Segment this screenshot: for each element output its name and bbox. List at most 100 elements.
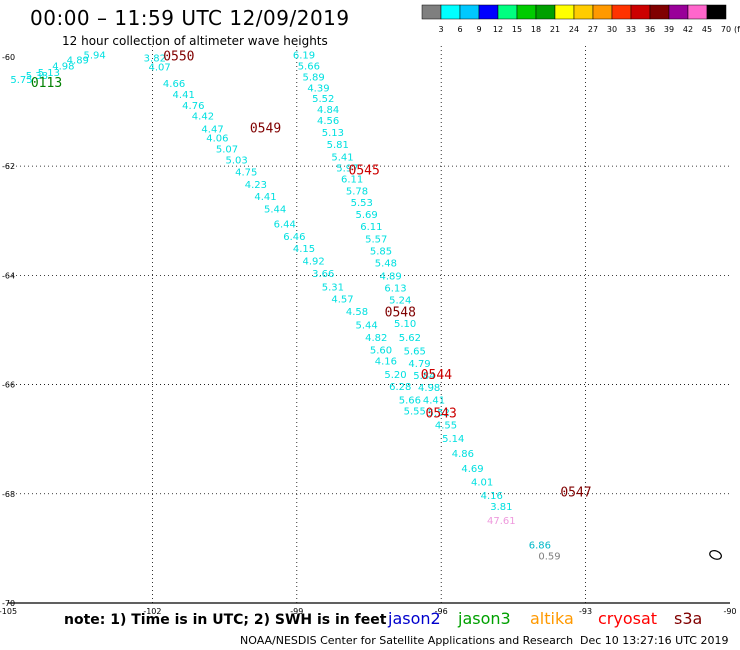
legend-label: 24 xyxy=(569,25,579,34)
wave-height-label: 3.82 xyxy=(144,53,166,64)
wave-height-label: 4.16 xyxy=(481,491,503,502)
wave-height-label: 5.60 xyxy=(370,345,392,356)
wave-height-label: 5.84 xyxy=(413,371,435,382)
wave-height-label: 5.65 xyxy=(404,347,426,358)
wave-height-label: 5.24 xyxy=(389,296,411,307)
legend-label: 9 xyxy=(476,25,481,34)
wave-height-label: 4.07 xyxy=(148,63,170,74)
satellite-cryosat: cryosat xyxy=(598,609,658,628)
satellite-altika: altika xyxy=(530,609,574,628)
wave-height-label: 5.52 xyxy=(312,94,334,105)
wave-height-label: 5.81 xyxy=(327,140,349,151)
wave-height-label: 4.39 xyxy=(307,83,329,94)
wave-height-label: 4.23 xyxy=(245,180,267,191)
y-tick-label: -68 xyxy=(2,490,15,499)
y-tick-label: -60 xyxy=(2,53,15,62)
legend-label: 36 xyxy=(645,25,655,34)
wave-height-label: 4.98 xyxy=(418,383,440,394)
wave-height-label: 5.53 xyxy=(351,198,373,209)
wave-height-label: 5.62 xyxy=(399,333,421,344)
wave-height-label: 3.81 xyxy=(490,502,512,513)
x-tick-label: -90 xyxy=(723,607,736,616)
wave-height-label: 4.16 xyxy=(375,356,397,367)
legend-label: 42 xyxy=(683,25,693,34)
satellite-s3a: s3a xyxy=(674,609,703,628)
wave-height-label: 4.66 xyxy=(163,79,185,90)
wave-height-label: 6.28 xyxy=(389,382,411,393)
wave-height-label: 5.66 xyxy=(399,396,421,407)
legend-label: 12 xyxy=(493,25,503,34)
satellite-jason2: jason2 xyxy=(388,609,441,628)
wave-height-label: 4.84 xyxy=(317,105,339,116)
wave-height-label: 5.69 xyxy=(355,210,377,221)
wave-height-label: 4.41 xyxy=(423,396,445,407)
wave-height-label: 5.13 xyxy=(38,68,60,79)
x-tick-label: -102 xyxy=(143,607,161,616)
wave-height-label: 4.01 xyxy=(471,478,493,489)
legend-label: 18 xyxy=(531,25,541,34)
legend-unit: (ft) xyxy=(734,25,740,34)
wave-height-label: 5.52 xyxy=(428,408,450,419)
wave-height-label: 5.44 xyxy=(355,320,377,331)
legend-label: 30 xyxy=(607,25,617,34)
legend-label: 15 xyxy=(512,25,522,34)
wave-height-label: 5.94 xyxy=(84,51,106,62)
wave-height-label: 4.47 xyxy=(201,124,223,135)
generated-timestamp: Dec 10 13:27:16 UTC 2019 xyxy=(580,634,729,647)
wave-height-label: 4.57 xyxy=(331,295,353,306)
wave-height-label: 5.38 xyxy=(26,71,48,82)
pass-time-label: 0543 xyxy=(426,406,457,421)
wave-height-label: 4.82 xyxy=(365,333,387,344)
wave-height-label: 6.46 xyxy=(283,232,305,243)
wave-height-label: 4.92 xyxy=(303,256,325,267)
wave-height-label: 4.41 xyxy=(254,192,276,203)
legend-label: 33 xyxy=(626,25,636,34)
legend-label: 21 xyxy=(550,25,560,34)
y-tick-label: -70 xyxy=(2,599,15,608)
x-tick-label: -96 xyxy=(435,607,448,616)
island-outline xyxy=(709,550,722,560)
wave-height-label: 5.13 xyxy=(322,128,344,139)
x-tick-label: -99 xyxy=(290,607,303,616)
wave-height-label: 5.89 xyxy=(303,72,325,83)
map-subtitle: 12 hour collection of altimeter wave hei… xyxy=(62,34,328,48)
wave-height-label: 5.41 xyxy=(331,153,353,164)
wave-height-label: 6.86 xyxy=(529,540,551,551)
legend-label: 3 xyxy=(438,25,443,34)
credit-text: NOAA/NESDIS Center for Satellite Applica… xyxy=(240,634,574,647)
wave-height-label: 4.15 xyxy=(293,244,315,255)
y-tick-label: -64 xyxy=(2,271,15,280)
wave-height-label: 4.55 xyxy=(435,420,457,431)
track-0545-0548: 6.195.665.894.395.524.844.565.135.815.41… xyxy=(293,51,561,563)
pass-time-label: 0548 xyxy=(385,305,416,320)
wave-height-label: 6.13 xyxy=(384,284,406,295)
pass-time-label: 0544 xyxy=(421,368,452,383)
wave-height-label: 5.66 xyxy=(298,61,320,72)
satellite-jason3: jason3 xyxy=(458,609,511,628)
wave-height-label: 5.97 xyxy=(336,164,358,175)
wave-height-label: 3.66 xyxy=(312,269,334,280)
wave-height-label: 4.75 xyxy=(235,167,257,178)
wave-height-label: 4.98 xyxy=(52,61,74,72)
map-title: 00:00 – 11:59 UTC 12/09/2019 xyxy=(30,6,350,30)
x-tick-label: -93 xyxy=(579,607,592,616)
legend-label: 39 xyxy=(664,25,674,34)
legend-label: 45 xyxy=(702,25,712,34)
note-text: note: 1) Time is in UTC; 2) SWH is in fe… xyxy=(64,612,387,628)
pass-time-label: 0113 xyxy=(31,76,62,91)
wave-height-label: 5.85 xyxy=(370,247,392,258)
wave-height-label: 5.10 xyxy=(394,319,416,330)
wave-height-label: 0.59 xyxy=(538,551,560,562)
wave-height-label: 4.56 xyxy=(317,116,339,127)
wave-height-label: 4.89 xyxy=(67,55,89,66)
wave-height-label: 5.57 xyxy=(365,235,387,246)
wave-height-label: 5.07 xyxy=(216,144,238,155)
wave-height-label: 5.31 xyxy=(322,283,344,294)
wave-height-label: 4.58 xyxy=(346,307,368,318)
pass-time-label: 0547 xyxy=(560,486,591,501)
legend-swatch xyxy=(706,4,727,20)
x-tick-label: -105 xyxy=(0,607,17,616)
legend-label: 6 xyxy=(457,25,462,34)
wave-height-label: 5.03 xyxy=(226,155,248,166)
